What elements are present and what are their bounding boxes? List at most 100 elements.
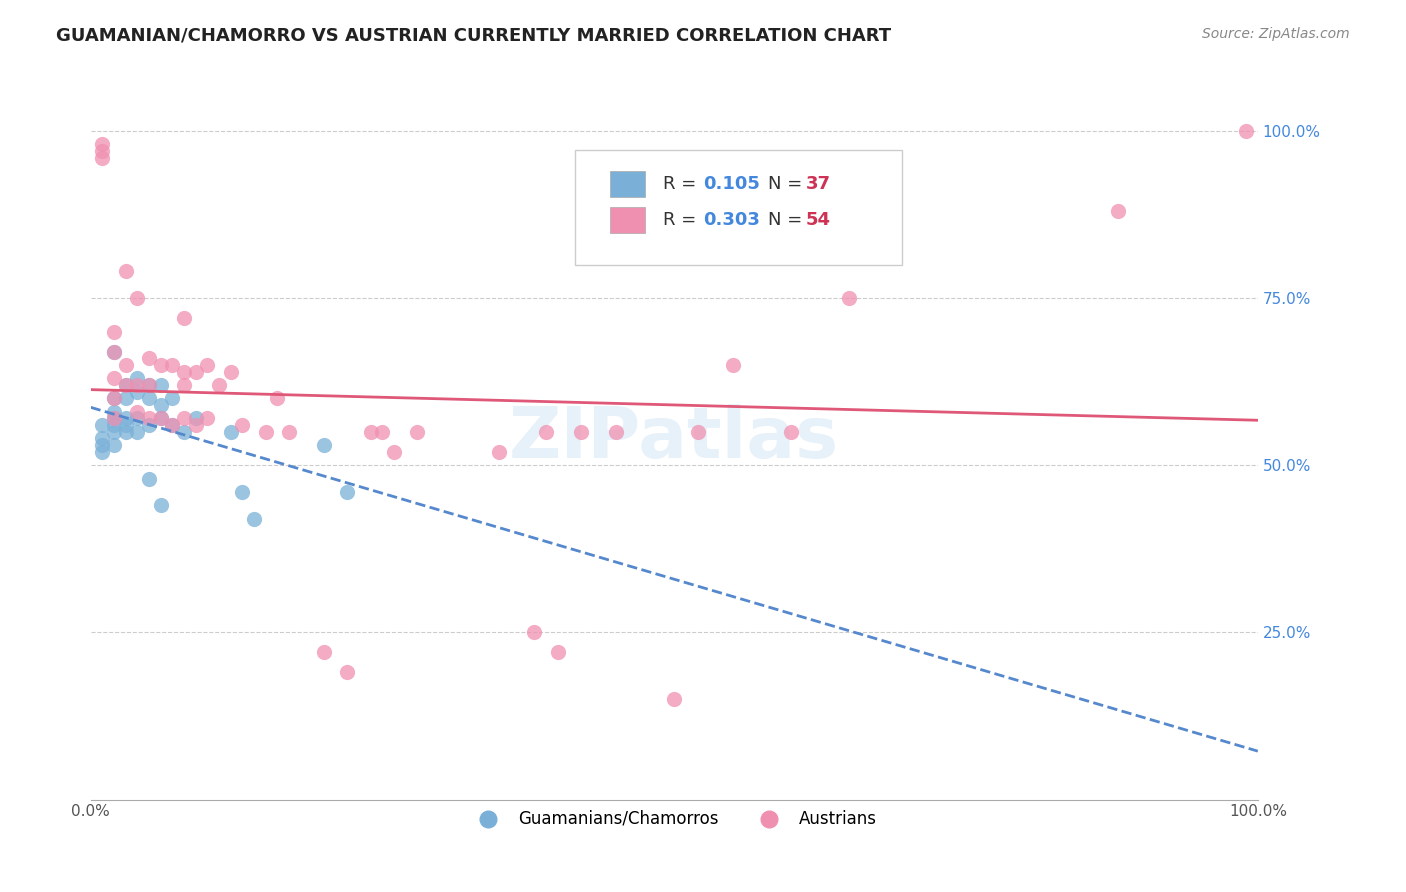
Point	[114, 378, 136, 392]
Point	[534, 425, 557, 439]
Point	[162, 418, 184, 433]
Point	[127, 425, 149, 439]
Point	[664, 692, 686, 706]
Point	[1234, 124, 1257, 138]
Point	[382, 445, 405, 459]
Text: 0.303: 0.303	[703, 211, 761, 228]
Point	[103, 344, 125, 359]
Point	[91, 445, 114, 459]
Bar	[610, 171, 645, 196]
Point	[127, 411, 149, 425]
Bar	[610, 208, 645, 233]
Point	[138, 418, 160, 433]
Point	[231, 418, 253, 433]
Point	[103, 411, 125, 425]
Point	[173, 311, 195, 326]
Point	[138, 351, 160, 366]
Point	[114, 418, 136, 433]
Point	[91, 432, 114, 446]
Point	[219, 425, 242, 439]
Point	[149, 499, 172, 513]
Point	[114, 392, 136, 406]
Point	[266, 392, 288, 406]
Point	[127, 405, 149, 419]
Text: 54: 54	[806, 211, 831, 228]
Point	[138, 411, 160, 425]
Point	[336, 665, 359, 680]
Point	[91, 137, 114, 152]
Point	[231, 485, 253, 500]
Point	[162, 418, 184, 433]
Point	[127, 384, 149, 399]
Text: 37: 37	[806, 175, 831, 193]
Point	[103, 392, 125, 406]
Text: Source: ZipAtlas.com: Source: ZipAtlas.com	[1202, 27, 1350, 41]
Point	[162, 358, 184, 372]
Point	[569, 425, 592, 439]
Text: R =: R =	[662, 175, 702, 193]
Point	[103, 438, 125, 452]
Text: 0.105: 0.105	[703, 175, 761, 193]
Point	[547, 645, 569, 659]
Text: N =: N =	[768, 175, 807, 193]
Point	[360, 425, 382, 439]
Point	[173, 411, 195, 425]
Point	[488, 445, 510, 459]
Point	[605, 425, 627, 439]
Point	[686, 425, 709, 439]
Point	[173, 425, 195, 439]
Point	[103, 371, 125, 385]
Legend: Guamanians/Chamorros, Austrians: Guamanians/Chamorros, Austrians	[465, 803, 883, 835]
Point	[278, 425, 301, 439]
Point	[138, 378, 160, 392]
Point	[173, 378, 195, 392]
Point	[149, 398, 172, 412]
Point	[103, 344, 125, 359]
Point	[114, 358, 136, 372]
Point	[138, 472, 160, 486]
Point	[127, 371, 149, 385]
Point	[149, 378, 172, 392]
Point	[138, 378, 160, 392]
Point	[838, 291, 860, 305]
Point	[312, 438, 335, 452]
Text: GUAMANIAN/CHAMORRO VS AUSTRIAN CURRENTLY MARRIED CORRELATION CHART: GUAMANIAN/CHAMORRO VS AUSTRIAN CURRENTLY…	[56, 27, 891, 45]
Point	[312, 645, 335, 659]
Point	[336, 485, 359, 500]
Point	[149, 358, 172, 372]
Point	[103, 411, 125, 425]
Point	[184, 411, 207, 425]
Point	[208, 378, 231, 392]
Point	[195, 411, 218, 425]
Point	[195, 358, 218, 372]
Point	[243, 512, 266, 526]
Point	[149, 411, 172, 425]
Point	[114, 411, 136, 425]
Point	[721, 358, 744, 372]
Point	[103, 425, 125, 439]
Point	[149, 411, 172, 425]
Point	[138, 392, 160, 406]
Point	[127, 291, 149, 305]
Point	[114, 425, 136, 439]
Point	[254, 425, 277, 439]
Point	[103, 405, 125, 419]
Point	[91, 151, 114, 165]
Point	[173, 365, 195, 379]
Point	[114, 378, 136, 392]
Point	[184, 418, 207, 433]
Point	[114, 264, 136, 278]
Point	[91, 438, 114, 452]
Point	[91, 418, 114, 433]
Point	[162, 392, 184, 406]
Text: R =: R =	[662, 211, 702, 228]
Point	[127, 378, 149, 392]
Point	[1107, 204, 1129, 219]
Point	[219, 365, 242, 379]
Point	[103, 392, 125, 406]
Point	[371, 425, 394, 439]
Text: ZIPatlas: ZIPatlas	[509, 404, 839, 473]
Text: N =: N =	[768, 211, 807, 228]
Point	[91, 144, 114, 158]
Point	[406, 425, 429, 439]
